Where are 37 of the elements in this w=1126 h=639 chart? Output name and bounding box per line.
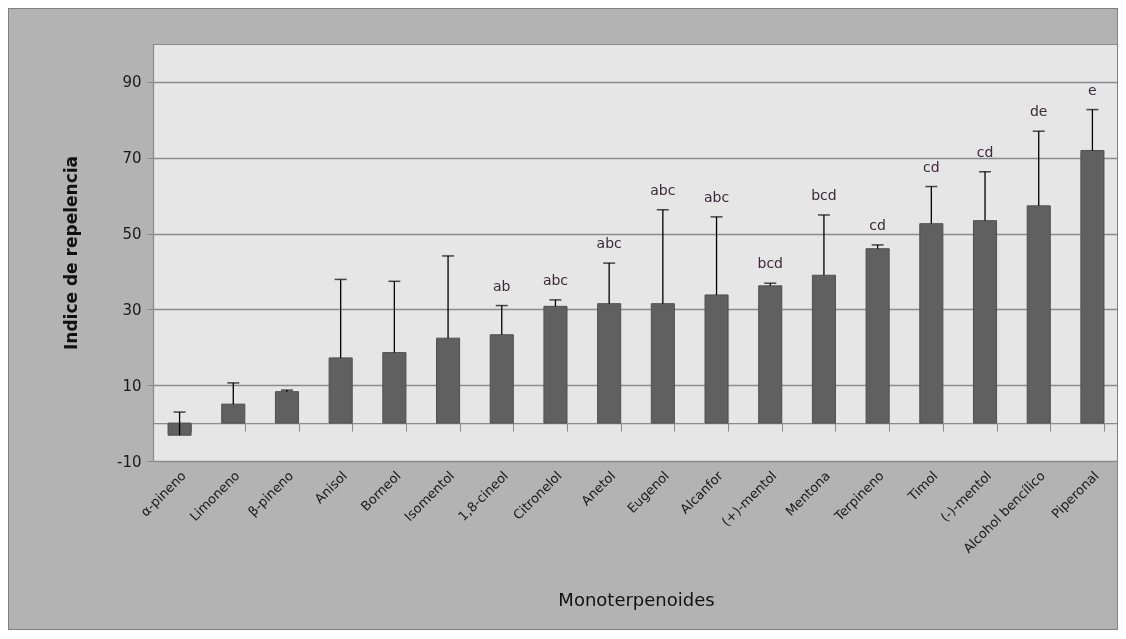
x-axis-title: Monoterpenoides	[558, 588, 715, 610]
annotation: e	[1088, 81, 1097, 98]
annotation: ab	[493, 277, 511, 294]
annotation: de	[1029, 103, 1048, 120]
y-axis-title: Indice de repelencia	[61, 155, 81, 351]
bar	[382, 352, 407, 424]
bar	[758, 285, 783, 424]
bar	[811, 274, 836, 424]
annotation: abc	[542, 271, 569, 288]
y-tick-label: 10	[122, 376, 142, 395]
bar	[919, 223, 944, 424]
y-tick-label: 30	[122, 300, 142, 319]
y-tick-label: 50	[122, 225, 142, 244]
bar	[1026, 205, 1051, 424]
y-tick-label: 70	[122, 149, 142, 168]
annotation: bcd	[757, 255, 783, 272]
bar	[597, 303, 622, 424]
annotation: cd	[923, 158, 940, 175]
annotation: abc	[650, 181, 676, 198]
bar	[167, 422, 192, 436]
annotation: cd	[869, 216, 886, 233]
bar	[274, 391, 300, 424]
bar	[328, 357, 353, 424]
y-tick-label: 90	[122, 73, 142, 92]
y-tick-label: -10	[117, 452, 142, 471]
annotation: cd	[976, 143, 994, 160]
annotation: bcd	[811, 186, 837, 203]
bar	[221, 403, 246, 424]
annotation: abc	[703, 188, 730, 205]
bar	[650, 303, 675, 424]
bar	[704, 294, 729, 424]
annotation: abc	[596, 235, 622, 252]
bar	[489, 334, 514, 424]
bar	[1080, 150, 1105, 424]
bar	[436, 337, 461, 424]
bar	[972, 220, 998, 424]
bar	[543, 305, 568, 424]
